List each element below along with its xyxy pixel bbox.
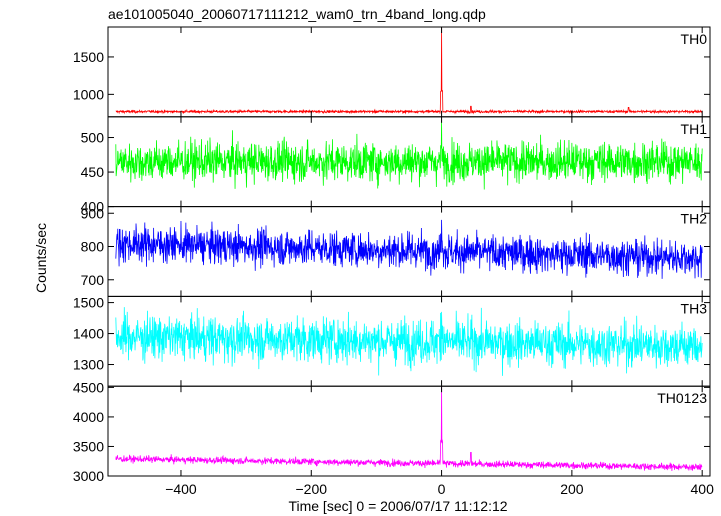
x-tick-label: 0 — [438, 481, 446, 497]
x-tick-label: 200 — [560, 481, 584, 497]
y-tick-label: 1500 — [73, 49, 104, 65]
panel-th2: 700 800 900 TH2 — [81, 205, 711, 297]
x-tick-label: −200 — [295, 481, 327, 497]
panel-th0: 1000 1500 TH0 — [73, 26, 711, 118]
panel-label-th2: TH2 — [681, 211, 708, 227]
y-tick-label: 800 — [81, 239, 105, 255]
panel-label-th3: TH3 — [681, 300, 708, 316]
x-axis-label: Time [sec] 0 = 2006/07/17 11:12:12 — [288, 498, 507, 514]
series-line-th3 — [115, 307, 703, 376]
panel-label-th0: TH0 — [681, 31, 708, 47]
series-line-th2 — [115, 219, 703, 279]
y-tick-label: 700 — [81, 272, 105, 288]
panel-label-th0123: TH0123 — [657, 390, 707, 406]
panel-th1: 400 450 500 TH1 — [81, 116, 711, 215]
y-tick-label: 3500 — [73, 438, 104, 454]
y-tick-label: 1000 — [73, 86, 104, 102]
panel-frame — [107, 26, 711, 118]
y-tick-label: 500 — [81, 130, 105, 146]
panel-frame — [107, 385, 711, 477]
panel-th3: 1300 1400 1500 TH3 — [73, 295, 711, 387]
y-tick-label: 4000 — [73, 409, 104, 425]
series-line-th0 — [115, 27, 703, 115]
chart-title: ae101005040_20060717111212_wam0_trn_4ban… — [108, 6, 486, 22]
y-tick-label: 900 — [81, 205, 105, 221]
y-tick-label: 3000 — [73, 468, 104, 484]
y-tick-label: 1300 — [73, 357, 104, 373]
y-tick-label: 1400 — [73, 326, 104, 342]
y-axis-label: Counts/sec — [33, 223, 49, 293]
panel-th0123: 3000 3500 4000 4500 TH0123 — [73, 379, 711, 484]
y-tick-label: 450 — [81, 164, 105, 180]
y-tick-label: 1500 — [73, 295, 104, 311]
y-tick-label: 400 — [81, 199, 105, 215]
x-tick-label: 400 — [691, 481, 715, 497]
x-tick-labels: −400 −200 0 200 400 — [165, 481, 714, 497]
series-line-th0123 — [115, 386, 703, 472]
panel-label-th1: TH1 — [681, 121, 708, 137]
x-tick-label: −400 — [165, 481, 197, 497]
series-line-th1 — [115, 120, 703, 190]
y-tick-label: 4500 — [73, 379, 104, 395]
